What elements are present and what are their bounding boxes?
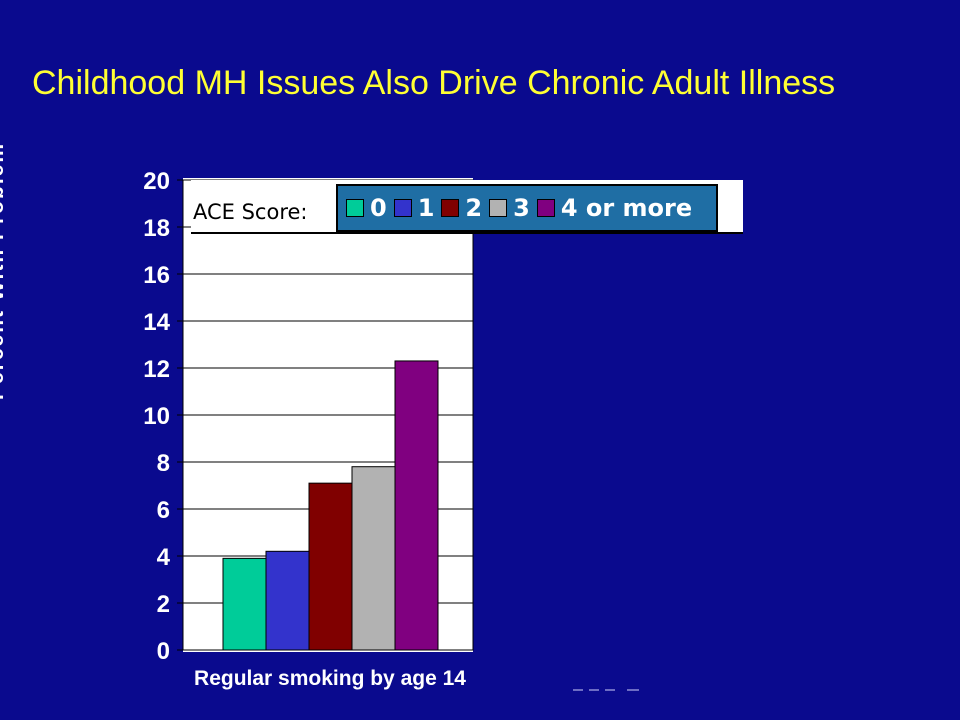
legend-swatch (393, 199, 412, 217)
bar-ace-0 (222, 557, 267, 651)
legend-swatch (489, 199, 508, 217)
y-tick-label: 0 (157, 638, 170, 665)
legend-items: 0 1 2 3 4 or more (336, 184, 718, 232)
y-tick-label: 6 (157, 497, 170, 524)
legend-label: 0 (370, 194, 387, 222)
legend-item: 4 or more (536, 194, 693, 222)
bar-ace-2 (308, 482, 353, 651)
bar-ace-1 (265, 550, 310, 651)
y-tick-label: 14 (143, 309, 170, 336)
legend-title: ACE Score: (193, 200, 308, 224)
slide-title: Childhood MH Issues Also Drive Chronic A… (32, 64, 836, 102)
x-category-label: Regular smoking by age 14 (194, 667, 466, 690)
footer-mark (573, 686, 643, 694)
legend-swatch (441, 199, 460, 217)
legend-item: 3 (489, 194, 530, 222)
legend-swatch (346, 199, 364, 217)
legend-item: 2 (441, 194, 482, 222)
legend-swatch (536, 199, 555, 217)
legend-item: 1 (393, 194, 435, 222)
bar-ace-4-or-more (394, 360, 439, 651)
y-tick-label: 10 (143, 403, 170, 430)
y-tick-label: 18 (143, 215, 170, 242)
y-tick-label: 16 (143, 262, 170, 289)
bar-ace-3 (351, 466, 396, 651)
legend-label: 4 or more (560, 194, 693, 222)
y-tick-label: 4 (157, 544, 171, 571)
legend-label: 1 (417, 194, 435, 222)
y-tick-label: 12 (143, 356, 170, 383)
legend-item: 0 (346, 194, 387, 222)
y-tick-label: 8 (157, 450, 170, 477)
y-tick-label: 2 (157, 591, 170, 618)
legend-label: 3 (513, 194, 530, 222)
legend-label: 2 (465, 194, 483, 222)
y-tick-label: 20 (143, 168, 170, 195)
